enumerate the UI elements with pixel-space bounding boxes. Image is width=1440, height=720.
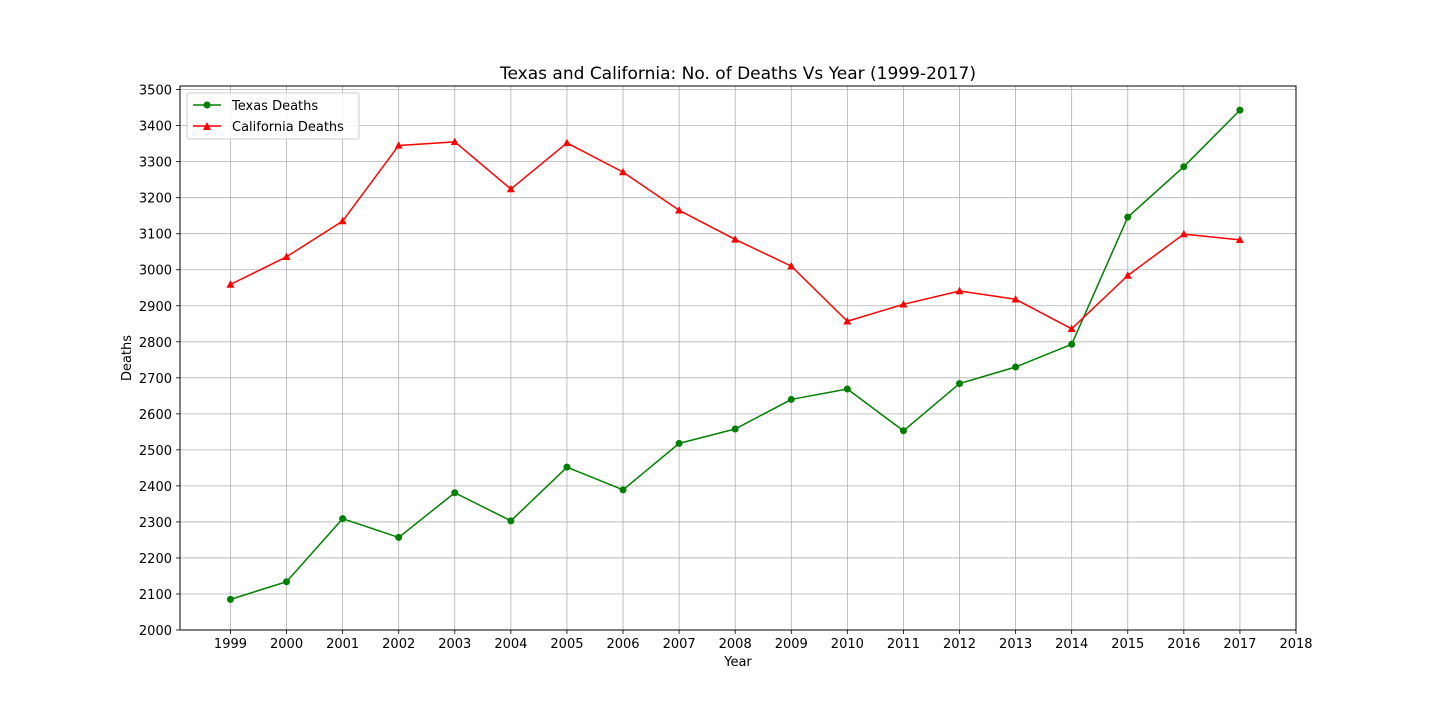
data-point-texas-deaths [843, 385, 851, 393]
legend-marker-texas [203, 101, 211, 109]
data-point-texas-deaths [899, 427, 907, 435]
data-point-texas-deaths [1012, 363, 1020, 371]
y-axis-ticks: 2000 2100 2200 2300 2400 2500 2600 2700 2800 2900… [139, 84, 180, 639]
y-tick-label: 2000 [139, 624, 172, 639]
data-point-texas-deaths [1236, 106, 1244, 114]
x-axis-ticks: 1999 2000 2001 2002 2003 2004 2005 2006 2007 2008… [214, 630, 1313, 652]
x-tick-label: 2009 [775, 637, 808, 652]
chart-title: Texas and California: No. of Deaths Vs Y… [499, 64, 976, 84]
data-point-california-deaths [562, 138, 571, 147]
y-tick-label: 2800 [139, 336, 172, 351]
data-point-texas-deaths [563, 463, 571, 471]
y-tick-label: 3000 [139, 264, 172, 279]
x-tick-label: 1999 [214, 637, 247, 652]
data-point-texas-deaths [451, 489, 459, 497]
data-point-california-deaths [282, 252, 291, 260]
x-tick-label: 2008 [719, 637, 752, 652]
y-tick-label: 3300 [139, 156, 172, 171]
x-tick-label: 2000 [270, 637, 303, 652]
y-tick-label: 2700 [139, 372, 172, 387]
y-tick-label: 3100 [139, 228, 172, 243]
x-tick-label: 2011 [887, 637, 920, 652]
legend-label-texas: Texas Deaths [231, 99, 318, 114]
data-point-california-deaths [1123, 271, 1132, 279]
data-point-texas-deaths [787, 395, 795, 403]
data-point-california-deaths [338, 216, 347, 225]
data-point-california-deaths [506, 184, 515, 193]
y-tick-label: 3400 [139, 120, 172, 135]
data-point-california-deaths [619, 167, 628, 176]
x-tick-label: 2001 [326, 637, 359, 652]
data-point-california-deaths [394, 141, 403, 149]
y-tick-label: 3500 [139, 84, 172, 99]
data-point-california-deaths [843, 317, 852, 325]
x-tick-label: 2012 [943, 637, 976, 652]
x-tick-label: 2017 [1223, 637, 1256, 652]
data-point-texas-deaths [956, 380, 964, 388]
y-tick-label: 2900 [139, 300, 172, 315]
legend: Texas Deaths California Deaths [186, 92, 360, 140]
series-california-deaths [226, 137, 1244, 333]
data-point-california-deaths [787, 261, 796, 270]
y-tick-label: 2100 [139, 588, 172, 603]
x-tick-label: 2002 [382, 637, 415, 652]
legend-marker-california [203, 122, 211, 130]
data-point-california-deaths [731, 235, 740, 243]
data-point-california-deaths [955, 286, 964, 295]
x-tick-label: 2013 [999, 637, 1032, 652]
data-point-texas-deaths [1180, 163, 1188, 171]
data-point-texas-deaths [675, 439, 683, 447]
data-point-texas-deaths [1068, 340, 1076, 348]
legend-label-california: California Deaths [232, 120, 344, 135]
data-point-california-deaths [450, 137, 459, 146]
series-texas-deaths [226, 106, 1244, 603]
x-tick-label: 2016 [1167, 637, 1200, 652]
data-point-texas-deaths [619, 486, 627, 494]
data-point-texas-deaths [339, 515, 347, 523]
data-point-california-deaths [899, 300, 908, 308]
x-tick-label: 2018 [1279, 637, 1312, 652]
x-tick-label: 2005 [550, 637, 583, 652]
plot-frame [179, 85, 1297, 631]
y-tick-label: 2200 [139, 552, 172, 567]
data-point-california-deaths [1067, 324, 1076, 333]
y-tick-label: 2300 [139, 516, 172, 531]
data-point-texas-deaths [507, 517, 515, 525]
x-tick-label: 2006 [606, 637, 639, 652]
data-point-california-deaths [675, 206, 684, 214]
data-point-california-deaths [1011, 295, 1020, 303]
data-point-texas-deaths [731, 425, 739, 433]
data-point-california-deaths [1235, 235, 1244, 244]
x-axis-title: Year [723, 655, 752, 670]
y-tick-label: 3200 [139, 192, 172, 207]
data-point-texas-deaths [1124, 213, 1132, 221]
x-tick-label: 2007 [663, 637, 696, 652]
y-tick-label: 2600 [139, 408, 172, 423]
y-axis-title: Deaths [120, 335, 135, 381]
data-point-texas-deaths [283, 578, 291, 586]
y-tick-label: 2500 [139, 444, 172, 459]
x-tick-label: 2004 [494, 637, 527, 652]
data-point-california-deaths [1179, 229, 1188, 238]
x-tick-label: 2015 [1111, 637, 1144, 652]
y-tick-label: 2400 [139, 480, 172, 495]
x-tick-label: 2003 [438, 637, 471, 652]
data-point-texas-deaths [226, 595, 234, 603]
plot-series [226, 106, 1244, 603]
x-tick-label: 2014 [1055, 637, 1088, 652]
data-point-texas-deaths [395, 533, 403, 541]
data-point-california-deaths [226, 280, 235, 288]
x-tick-label: 2010 [831, 637, 864, 652]
legend-box [186, 92, 360, 140]
